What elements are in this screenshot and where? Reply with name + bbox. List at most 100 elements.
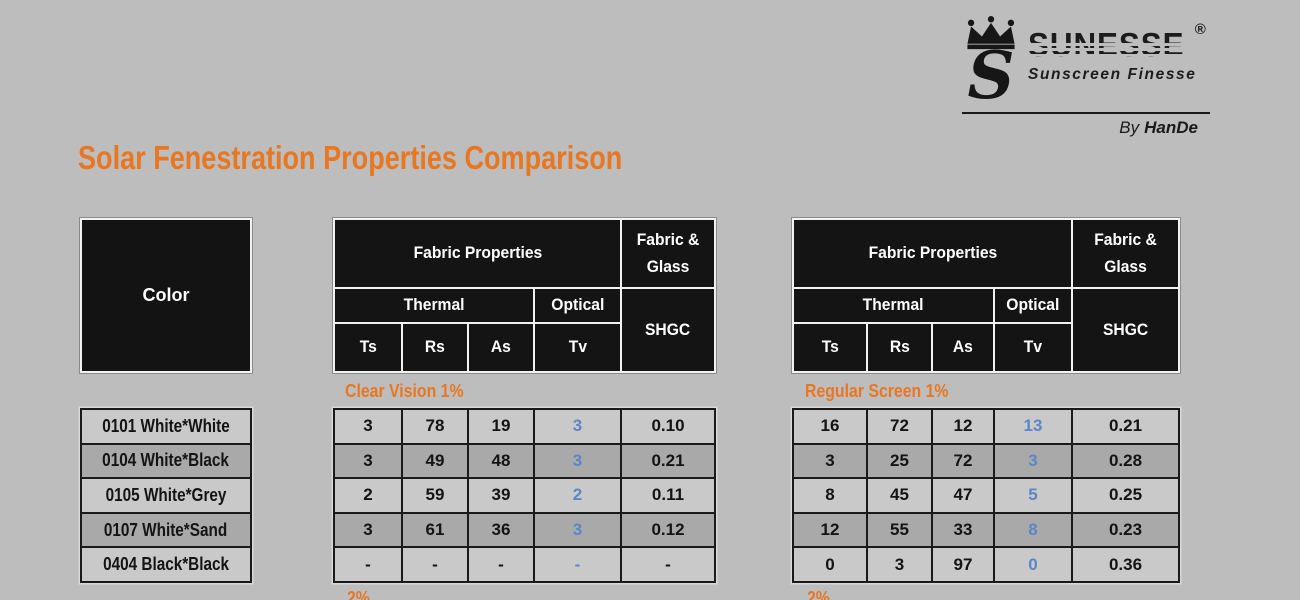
cell-tv: 3 — [535, 513, 620, 547]
cell-ts: 8 — [794, 479, 866, 512]
table-row: 3 25 72 3 0.28 — [794, 444, 1178, 478]
cell-tv: 0 — [995, 548, 1071, 581]
cell-rs: 45 — [868, 479, 931, 512]
cell-shgc: 0.23 — [1073, 513, 1178, 547]
header-label: Tv — [1023, 337, 1043, 357]
cell-shgc: - — [622, 548, 714, 581]
color-header-label: Color — [142, 285, 190, 305]
cell-as: 36 — [469, 513, 533, 547]
header-shgc: SHGC — [1073, 289, 1178, 371]
cell-rs: 3 — [868, 548, 931, 581]
header-label: Fabric Properties — [413, 243, 542, 263]
header-label: Optical — [1006, 295, 1060, 315]
cell-as: 33 — [933, 513, 993, 547]
table-row: - - - - - — [335, 548, 714, 581]
cell-as: 12 — [933, 410, 993, 443]
header-as: As — [933, 324, 993, 371]
cell-ts: 3 — [335, 513, 401, 547]
color-list: 0101 White*White 0104 White*Black 0105 W… — [80, 408, 252, 583]
header-label: Ts — [821, 337, 839, 357]
header-as: As — [469, 324, 533, 371]
header-fabric-glass: Fabric & Glass — [622, 220, 714, 287]
page-title: Solar Fenestration Properties Comparison — [78, 139, 623, 176]
cell-as: 48 — [469, 444, 533, 478]
header-tv: Tv — [995, 324, 1071, 371]
cell-tv: - — [535, 548, 620, 581]
cell-as: 19 — [469, 410, 533, 443]
cell-rs: 25 — [868, 444, 931, 478]
header-optical: Optical — [995, 289, 1071, 322]
header-label: Fabric Properties — [868, 243, 997, 263]
wordmark-stripe — [1028, 43, 1183, 46]
cell-rs: - — [403, 548, 467, 581]
header-label: Optical — [550, 295, 605, 315]
table-row: 12 55 33 8 0.23 — [794, 513, 1178, 547]
header-label: Fabric & Glass — [1094, 230, 1157, 276]
cell-ts: 3 — [335, 410, 401, 443]
table-row: 3 61 36 3 0.12 — [335, 513, 714, 547]
cell-ts: 0 — [794, 548, 866, 581]
table-row: 0 3 97 0 0.36 — [794, 548, 1178, 581]
color-list-item: 0101 White*White — [82, 410, 250, 443]
cell-tv: 2 — [535, 479, 620, 512]
cell-tv: 3 — [535, 444, 620, 478]
header-ts: Ts — [335, 324, 401, 371]
color-list-item: 0104 White*Black — [82, 444, 250, 478]
cell-rs: 55 — [868, 513, 931, 547]
group-label-clear-vision: Clear Vision 1% — [345, 381, 464, 401]
header-label: Rs — [889, 337, 910, 357]
header-label: Ts — [359, 337, 377, 357]
cell-shgc: 0.10 — [622, 410, 714, 443]
byline-prefix: By — [1119, 118, 1140, 137]
fabric-table-header-clear-vision: Fabric Properties Fabric & Glass Thermal… — [333, 218, 716, 373]
cell-shgc: 0.12 — [622, 513, 714, 547]
cell-ts: 16 — [794, 410, 866, 443]
footer-label-clear-vision: 2% — [347, 588, 370, 600]
cell-rs: 59 — [403, 479, 467, 512]
data-table-clear-vision: 3 78 19 3 0.10 3 49 48 3 0.21 2 59 39 2 … — [333, 408, 716, 583]
header-thermal: Thermal — [335, 289, 533, 322]
crowned-lion-s-monogram-icon: S — [967, 16, 1015, 106]
header-label: As — [952, 337, 973, 357]
color-label: 0105 White*Grey — [105, 484, 227, 505]
cell-tv: 8 — [995, 513, 1071, 547]
header-fabric-properties: Fabric Properties — [794, 220, 1071, 287]
cell-shgc: 0.25 — [1073, 479, 1178, 512]
cell-ts: 3 — [794, 444, 866, 478]
data-table-regular-screen: 16 72 12 13 0.21 3 25 72 3 0.28 8 45 47 … — [792, 408, 1180, 583]
header-label: Tv — [568, 337, 587, 357]
cell-rs: 72 — [868, 410, 931, 443]
cell-shgc: 0.21 — [1073, 410, 1178, 443]
color-list-item: 0105 White*Grey — [82, 479, 250, 512]
group-label-regular-screen: Regular Screen 1% — [805, 381, 949, 401]
header-label: Thermal — [403, 295, 465, 315]
header-optical: Optical — [535, 289, 620, 322]
header-thermal: Thermal — [794, 289, 993, 322]
header-rs: Rs — [868, 324, 931, 371]
cell-shgc: 0.36 — [1073, 548, 1178, 581]
color-list-item: 0107 White*Sand — [82, 513, 250, 547]
header-label: Rs — [424, 337, 445, 357]
cell-shgc: 0.21 — [622, 444, 714, 478]
table-row: 3 78 19 3 0.10 — [335, 410, 714, 443]
cell-tv: 3 — [995, 444, 1071, 478]
color-column-header: Color — [80, 218, 252, 373]
color-label: 0101 White*White — [102, 415, 230, 436]
cell-ts: - — [335, 548, 401, 581]
table-row: 8 45 47 5 0.25 — [794, 479, 1178, 512]
registered-trademark-symbol: ® — [1194, 21, 1206, 38]
fabric-table-header-regular-screen: Fabric Properties Fabric & Glass Thermal… — [792, 218, 1180, 373]
wordmark-stripe — [1028, 53, 1183, 57]
header-label: Thermal — [863, 295, 924, 315]
cell-tv: 3 — [535, 410, 620, 443]
cell-as: 39 — [469, 479, 533, 512]
svg-text:S: S — [967, 38, 1014, 106]
color-label: 0104 White*Black — [102, 450, 230, 471]
logo-divider — [962, 112, 1210, 114]
color-label: 0404 Black*Black — [103, 554, 229, 575]
header-label: As — [490, 337, 511, 357]
cell-tv: 5 — [995, 479, 1071, 512]
wordmark-stripe — [1028, 48, 1183, 51]
table-row: 16 72 12 13 0.21 — [794, 410, 1178, 443]
